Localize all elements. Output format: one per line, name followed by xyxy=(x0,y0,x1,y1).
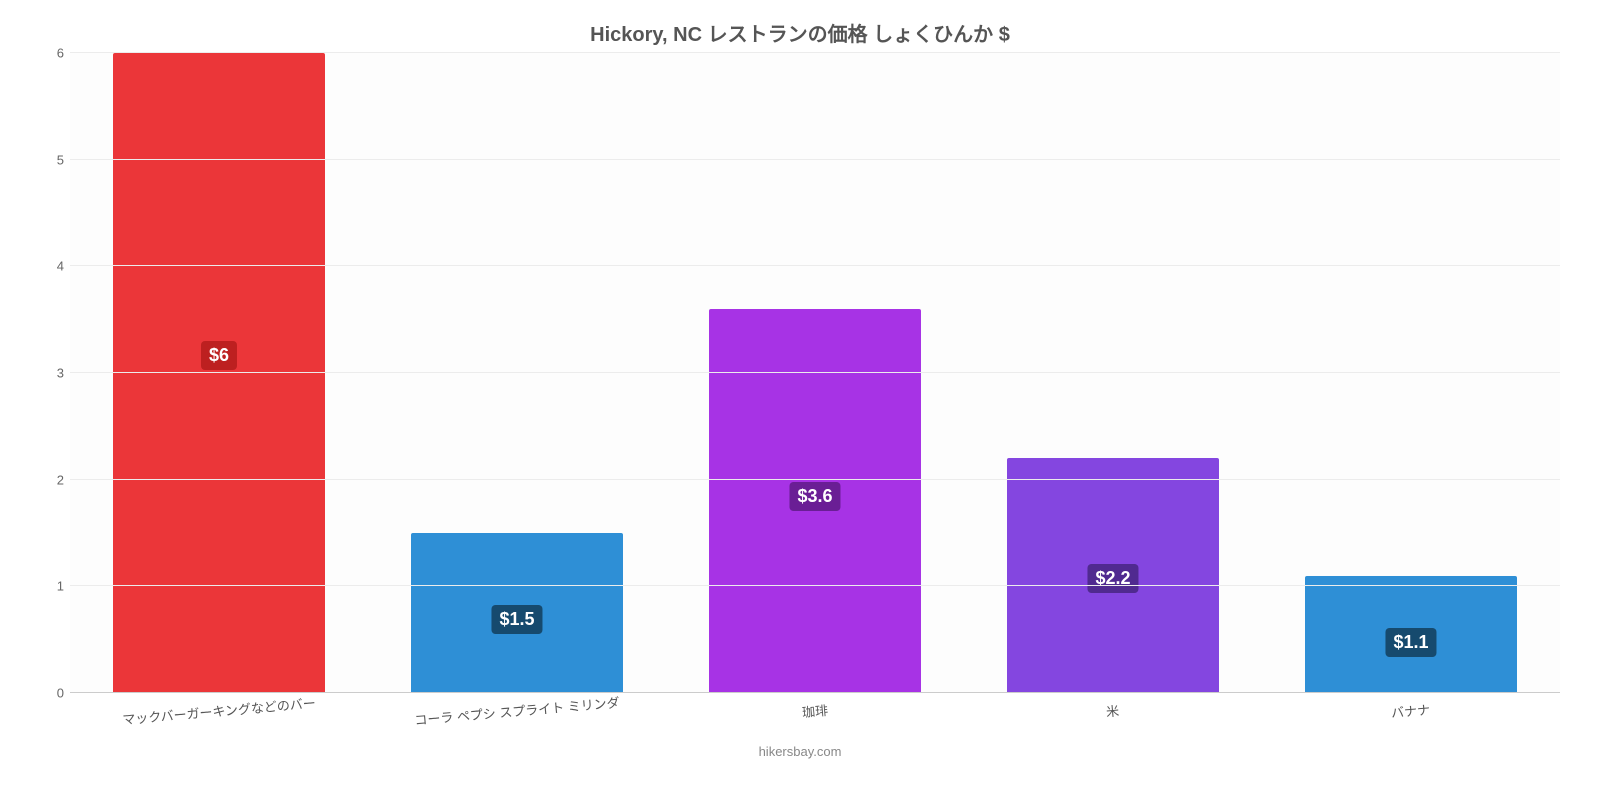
gridline xyxy=(70,159,1560,160)
x-tick-label: 米 xyxy=(964,701,1262,720)
bar-slot: $2.2 xyxy=(964,53,1262,693)
bar-slot: $3.6 xyxy=(666,53,964,693)
gridline xyxy=(70,265,1560,266)
bars-container: $6 $1.5 $3.6 $2.2 $1.1 xyxy=(70,53,1560,693)
ytick-label: 3 xyxy=(40,366,64,381)
bar-value-label: $1.5 xyxy=(491,605,542,634)
bar-value-label: $1.1 xyxy=(1385,628,1436,657)
credit-label: hikersbay.com xyxy=(0,744,1600,759)
bar: $2.2 xyxy=(1007,458,1219,693)
gridline xyxy=(70,585,1560,586)
x-tick-label: コーラ ペプシ スプライト ミリンダ xyxy=(368,701,666,720)
ytick-label: 2 xyxy=(40,472,64,487)
x-tick-label: マックバーガーキングなどのバー xyxy=(70,701,368,720)
bar: $6 xyxy=(113,53,325,693)
bar: $3.6 xyxy=(709,309,921,693)
ytick-label: 6 xyxy=(40,46,64,61)
ytick-label: 1 xyxy=(40,579,64,594)
bar-value-label: $3.6 xyxy=(789,482,840,511)
gridline xyxy=(70,52,1560,53)
bar-slot: $6 xyxy=(70,53,368,693)
bar: $1.1 xyxy=(1305,576,1517,693)
bar-value-label: $6 xyxy=(201,341,237,370)
ytick-label: 4 xyxy=(40,259,64,274)
bar-slot: $1.1 xyxy=(1262,53,1560,693)
gridline xyxy=(70,479,1560,480)
x-tick-label: バナナ xyxy=(1262,701,1560,720)
chart-title: Hickory, NC レストランの価格 しょくひんか $ xyxy=(0,0,1600,53)
bar-value-label: $2.2 xyxy=(1087,564,1138,593)
chart-plot-area: $6$1.5$3.6$2.2$1.1 0123456 xyxy=(70,53,1560,693)
x-tick-label: 珈琲 xyxy=(666,701,964,720)
bar-slot: $1.5 xyxy=(368,53,666,693)
bar: $1.5 xyxy=(411,533,623,693)
ytick-label: 0 xyxy=(40,686,64,701)
x-axis: マックバーガーキングなどのバーコーラ ペプシ スプライト ミリンダ珈琲米バナナ xyxy=(70,693,1560,720)
ytick-label: 5 xyxy=(40,152,64,167)
gridline xyxy=(70,372,1560,373)
